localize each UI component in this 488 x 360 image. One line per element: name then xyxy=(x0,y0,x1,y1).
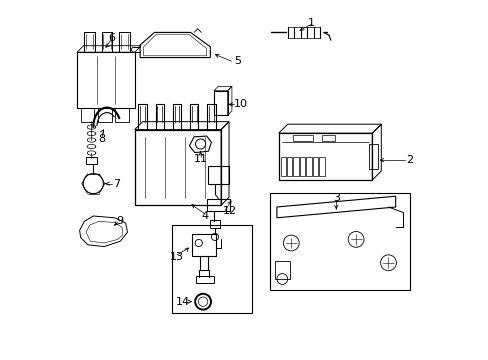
Bar xyxy=(192,234,215,256)
Bar xyxy=(172,225,251,313)
Text: 7: 7 xyxy=(113,179,120,189)
Bar xyxy=(292,135,312,141)
Bar xyxy=(81,108,94,122)
Text: 12: 12 xyxy=(223,206,237,216)
Text: 3: 3 xyxy=(332,193,339,203)
Bar xyxy=(321,135,334,141)
Bar xyxy=(86,157,97,164)
Bar xyxy=(206,199,230,211)
Bar xyxy=(196,276,213,283)
Text: 2: 2 xyxy=(406,155,413,165)
Bar xyxy=(77,52,134,108)
Bar xyxy=(293,157,298,176)
Bar xyxy=(278,133,371,180)
Text: 13: 13 xyxy=(170,252,184,262)
Bar xyxy=(299,157,305,176)
Text: 4: 4 xyxy=(201,211,208,221)
Bar xyxy=(319,157,324,176)
Bar xyxy=(134,130,221,205)
Bar xyxy=(275,261,289,279)
Text: 10: 10 xyxy=(233,99,247,109)
Bar xyxy=(269,193,409,290)
Bar xyxy=(115,108,129,122)
Bar xyxy=(98,108,111,122)
Text: 8: 8 xyxy=(99,134,105,144)
Text: 14: 14 xyxy=(176,297,190,307)
Text: 6: 6 xyxy=(107,33,115,43)
Text: 1: 1 xyxy=(307,18,314,28)
Bar xyxy=(280,157,285,176)
Bar xyxy=(213,91,227,115)
Bar xyxy=(368,144,377,169)
Bar xyxy=(306,157,311,176)
Text: 9: 9 xyxy=(117,216,123,226)
Bar xyxy=(286,157,292,176)
Bar xyxy=(208,166,229,184)
Bar xyxy=(209,220,220,228)
Text: 11: 11 xyxy=(194,154,208,164)
Bar xyxy=(312,157,318,176)
Text: 5: 5 xyxy=(233,56,240,66)
